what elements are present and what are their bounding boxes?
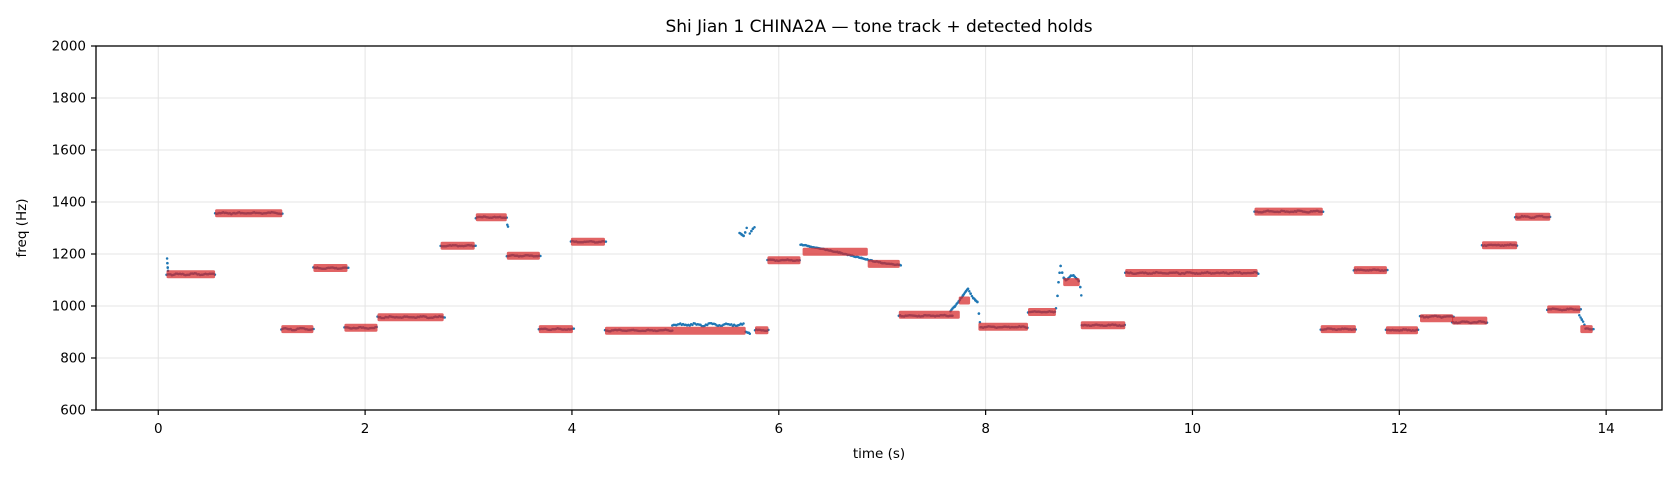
hold-bar — [506, 251, 540, 260]
x-tick-label: 2 — [361, 421, 370, 437]
x-tick-label: 4 — [568, 421, 577, 437]
hold-bar — [767, 256, 801, 265]
x-tick-label: 8 — [981, 421, 990, 437]
y-tick-label: 600 — [60, 403, 86, 419]
tick-labels: 0 2 4 6 8 10 12 14 600 800 1000 1200 1400 1600 1800 200… — [52, 39, 1615, 438]
hold-bar — [215, 209, 283, 218]
hold-bar — [166, 270, 216, 279]
y-tick-label: 1400 — [52, 195, 86, 211]
x-tick-label: 6 — [774, 421, 783, 437]
hold-bar — [1547, 305, 1581, 314]
y-axis-label: freq (Hz) — [14, 199, 30, 258]
hold-bar — [978, 322, 1028, 331]
y-tick-label: 800 — [60, 351, 86, 367]
hold-bar — [1125, 269, 1258, 277]
hold-bar — [538, 325, 573, 334]
gridlines — [96, 45, 1662, 411]
y-tick-label: 2000 — [52, 39, 86, 55]
detected-hold-bars — [166, 207, 1593, 335]
x-tick-label: 12 — [1391, 421, 1408, 437]
hold-bar — [1385, 326, 1418, 335]
x-axis-label: time (s) — [853, 446, 905, 462]
hold-bar — [313, 264, 348, 272]
chart-title: Shi Jian 1 CHINA2A — tone track + detect… — [665, 17, 1092, 37]
hold-bar — [1515, 212, 1551, 221]
hold-bar — [1482, 241, 1518, 250]
hold-bar — [958, 296, 971, 305]
hold-bar — [440, 241, 475, 250]
y-tick-label: 1000 — [52, 299, 86, 315]
hold-bar — [755, 326, 769, 335]
x-tick-label: 10 — [1184, 421, 1201, 437]
hold-bar — [1028, 308, 1056, 316]
hold-bar — [1320, 325, 1356, 334]
hold-bar — [1080, 321, 1126, 330]
hold-bar — [570, 237, 605, 246]
hold-bar — [1580, 325, 1593, 334]
hold-bar — [1353, 266, 1387, 275]
x-tick-label: 14 — [1598, 421, 1615, 437]
y-tick-label: 1600 — [52, 143, 86, 159]
hold-bar — [377, 313, 444, 322]
y-tick-label: 1200 — [52, 247, 86, 263]
hold-bar — [281, 325, 314, 334]
hold-bar — [1063, 278, 1080, 287]
x-tick-label: 0 — [154, 421, 163, 437]
hold-bar — [1254, 207, 1323, 216]
hold-bar — [475, 213, 507, 222]
axes — [91, 45, 1663, 415]
hold-bar — [1452, 316, 1488, 325]
hold-bar — [1420, 314, 1454, 323]
hold-bar — [344, 323, 378, 332]
hold-bar — [605, 326, 746, 335]
y-tick-label: 1800 — [52, 91, 86, 107]
hold-bar — [802, 247, 868, 256]
hold-bar — [898, 310, 960, 319]
hold-bar — [867, 259, 900, 268]
